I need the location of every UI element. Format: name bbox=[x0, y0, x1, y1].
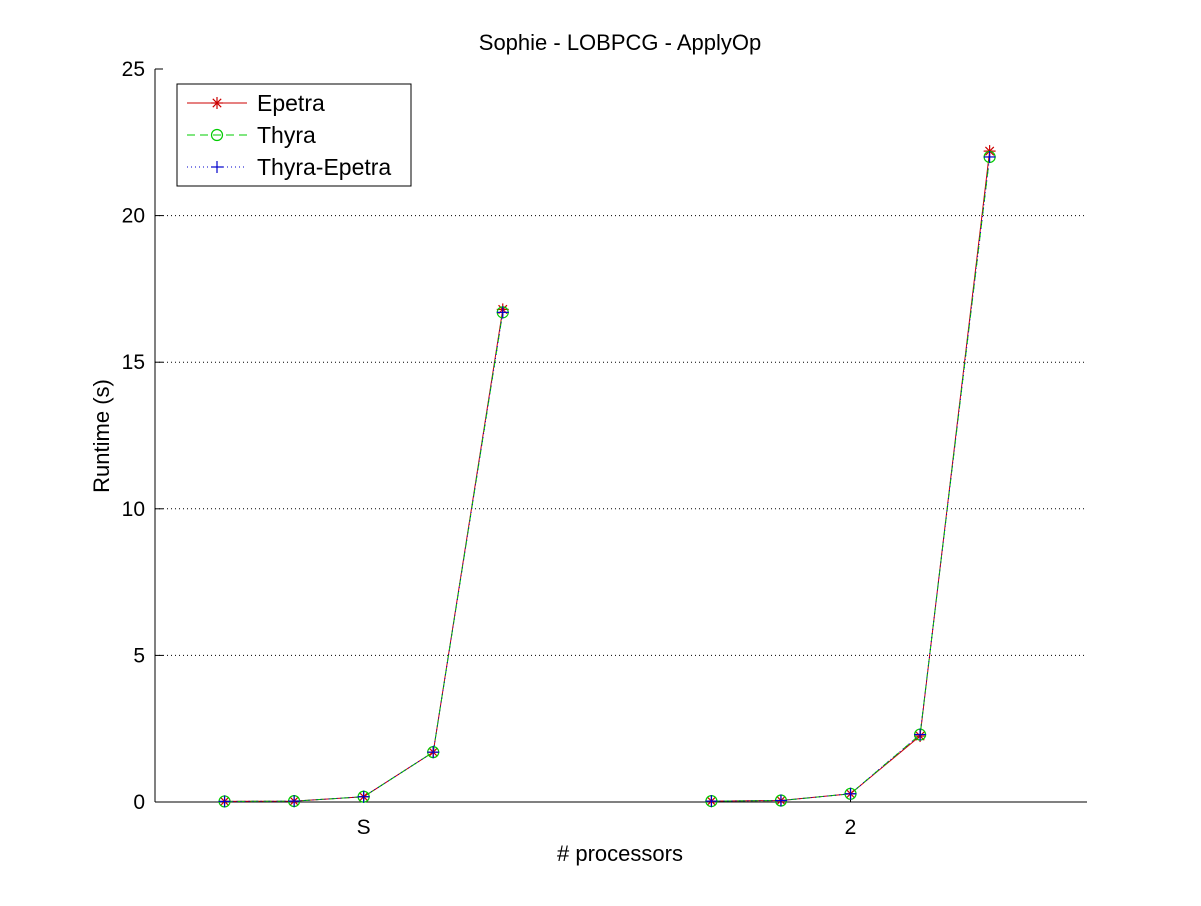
series-line-thyra-epetra bbox=[711, 156, 991, 802]
grid-lines bbox=[155, 215, 1087, 656]
data-point-thyra-epetra bbox=[774, 794, 787, 807]
y-tick-label: 10 bbox=[122, 498, 145, 521]
x-tick-label: S bbox=[357, 816, 371, 839]
y-tick-label: 25 bbox=[122, 58, 145, 81]
data-point-thyra-epetra bbox=[844, 787, 857, 800]
legend-marker-thyra-epetra bbox=[211, 161, 223, 173]
legend-label: Epetra bbox=[257, 90, 325, 116]
y-tick-label: 0 bbox=[133, 791, 145, 814]
x-tick-label: 2 bbox=[845, 816, 857, 839]
y-tick-labels: 0 5 10 15 20 25 bbox=[122, 58, 145, 814]
data-point-thyra-epetra bbox=[983, 150, 996, 163]
series-line-thyra-epetra bbox=[224, 312, 504, 802]
legend: Epetra Thyra Thyra-Epetra bbox=[176, 83, 412, 187]
series-layer bbox=[218, 145, 996, 808]
data-point-thyra-epetra bbox=[218, 795, 231, 808]
y-axis-label: Runtime (s) bbox=[89, 379, 114, 493]
y-tick-label: 15 bbox=[122, 351, 145, 374]
series-line-epetra bbox=[224, 309, 504, 802]
legend-label: Thyra-Epetra bbox=[257, 154, 391, 180]
marker-stroke bbox=[212, 98, 222, 108]
series-line-epetra bbox=[711, 151, 991, 802]
chart-title: Sophie - LOBPCG - ApplyOp bbox=[479, 30, 761, 55]
y-tick-label: 5 bbox=[133, 644, 145, 667]
data-point-thyra-epetra bbox=[357, 790, 370, 803]
x-axis-label: # processors bbox=[557, 841, 683, 866]
data-point-thyra-epetra bbox=[705, 795, 718, 808]
y-tick-label: 20 bbox=[122, 205, 145, 228]
series-line-thyra bbox=[224, 312, 504, 802]
legend-marker-thyra bbox=[210, 128, 224, 142]
legend-label: Thyra bbox=[257, 122, 316, 148]
data-point-thyra-epetra bbox=[427, 746, 440, 759]
data-point-thyra-epetra bbox=[288, 795, 301, 808]
series-line-thyra bbox=[711, 156, 991, 802]
legend-marker-epetra bbox=[211, 97, 223, 109]
data-point-thyra-epetra bbox=[914, 728, 927, 741]
data-point-thyra-epetra bbox=[496, 306, 509, 319]
